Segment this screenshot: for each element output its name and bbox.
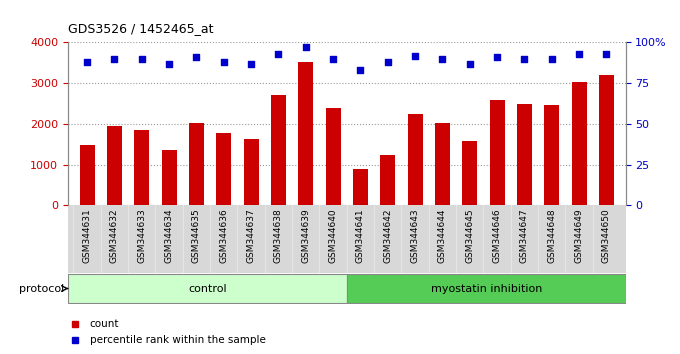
Bar xyxy=(380,155,395,205)
Point xyxy=(382,59,393,65)
Text: GSM344641: GSM344641 xyxy=(356,209,365,263)
Bar xyxy=(462,141,477,205)
Point xyxy=(519,56,530,62)
Point xyxy=(409,53,420,58)
Bar xyxy=(299,62,313,205)
Bar xyxy=(353,170,368,205)
Text: GSM344644: GSM344644 xyxy=(438,209,447,263)
Text: GSM344634: GSM344634 xyxy=(165,209,173,263)
Bar xyxy=(107,126,122,205)
Bar xyxy=(216,133,231,205)
Point xyxy=(464,61,475,67)
Bar xyxy=(326,108,341,205)
Text: GSM344631: GSM344631 xyxy=(83,209,92,263)
Text: GSM344635: GSM344635 xyxy=(192,209,201,263)
Point xyxy=(301,45,311,50)
Text: GSM344639: GSM344639 xyxy=(301,209,310,263)
Text: control: control xyxy=(188,284,226,293)
Bar xyxy=(189,124,204,205)
Point xyxy=(245,61,256,67)
Bar xyxy=(271,95,286,205)
Point xyxy=(574,51,585,57)
Text: GSM344640: GSM344640 xyxy=(328,209,338,263)
Text: myostatin inhibition: myostatin inhibition xyxy=(430,284,542,293)
Text: GSM344650: GSM344650 xyxy=(602,209,611,263)
Text: GSM344636: GSM344636 xyxy=(219,209,228,263)
Bar xyxy=(599,75,614,205)
Bar xyxy=(572,82,587,205)
Bar xyxy=(490,100,505,205)
Point xyxy=(546,56,557,62)
Bar xyxy=(347,274,626,303)
Bar xyxy=(68,274,347,303)
Point xyxy=(492,54,503,60)
Point xyxy=(601,51,612,57)
Text: count: count xyxy=(90,319,119,329)
Point xyxy=(437,56,448,62)
Point xyxy=(273,51,284,57)
Point xyxy=(82,59,92,65)
Text: GSM344637: GSM344637 xyxy=(247,209,256,263)
Point xyxy=(164,61,175,67)
Text: GSM344643: GSM344643 xyxy=(411,209,420,263)
Bar xyxy=(544,105,560,205)
Bar xyxy=(435,124,450,205)
Point xyxy=(218,59,229,65)
Point xyxy=(328,56,339,62)
Text: GSM344649: GSM344649 xyxy=(575,209,583,263)
Text: GSM344638: GSM344638 xyxy=(274,209,283,263)
Text: GDS3526 / 1452465_at: GDS3526 / 1452465_at xyxy=(68,22,214,35)
Bar xyxy=(162,150,177,205)
Bar xyxy=(517,104,532,205)
Point xyxy=(109,56,120,62)
Bar xyxy=(407,114,423,205)
Bar xyxy=(80,145,95,205)
Text: percentile rank within the sample: percentile rank within the sample xyxy=(90,335,266,345)
Point xyxy=(137,56,148,62)
Text: GSM344646: GSM344646 xyxy=(492,209,502,263)
Text: GSM344632: GSM344632 xyxy=(110,209,119,263)
Bar xyxy=(134,130,150,205)
Bar xyxy=(243,139,258,205)
Text: GSM344642: GSM344642 xyxy=(384,209,392,263)
Text: GSM344645: GSM344645 xyxy=(465,209,475,263)
Point xyxy=(355,67,366,73)
Text: GSM344648: GSM344648 xyxy=(547,209,556,263)
Text: protocol: protocol xyxy=(19,284,65,293)
Point xyxy=(191,54,202,60)
Text: GSM344633: GSM344633 xyxy=(137,209,146,263)
Text: GSM344647: GSM344647 xyxy=(520,209,529,263)
